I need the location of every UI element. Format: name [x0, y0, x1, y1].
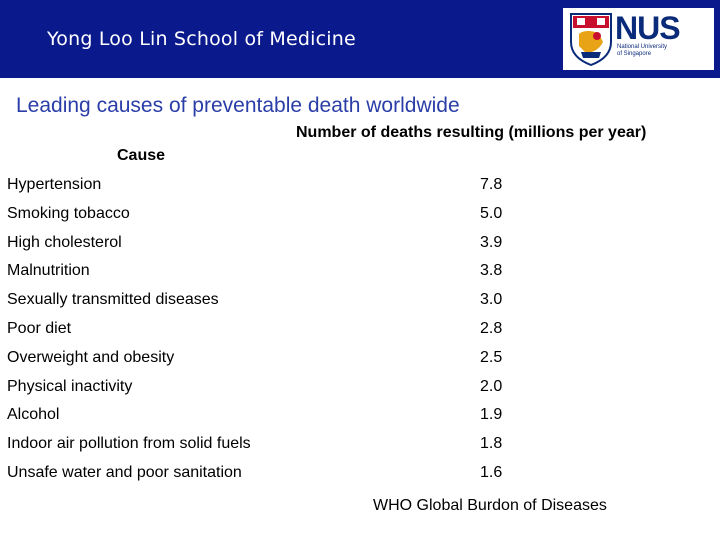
cause-cell: Smoking tobacco — [7, 204, 130, 222]
causes-table: Hypertension 7.8 Smoking tobacco 5.0 Hig… — [0, 172, 720, 489]
table-row: Hypertension 7.8 — [0, 172, 720, 201]
table-row: Sexually transmitted diseases 3.0 — [0, 287, 720, 316]
nus-logo: NUS National University of Singapore — [563, 8, 714, 70]
header-banner: Yong Loo Lin School of Medicine NUS Nati… — [0, 0, 720, 78]
value-cell: 2.5 — [480, 348, 503, 366]
table-row: Unsafe water and poor sanitation 1.6 — [0, 460, 720, 489]
nus-subtitle-line2: of Singapore — [617, 51, 652, 57]
nus-subtitle-line1: National University — [617, 44, 668, 50]
nus-crest-icon — [570, 13, 612, 66]
value-column-header: Number of deaths resulting (millions per… — [296, 124, 647, 141]
table-row: Physical inactivity 2.0 — [0, 374, 720, 403]
table-row: Indoor air pollution from solid fuels 1.… — [0, 431, 720, 460]
table-row: Poor diet 2.8 — [0, 316, 720, 345]
value-cell: 1.6 — [480, 463, 503, 481]
school-name: Yong Loo Lin School of Medicine — [47, 28, 356, 50]
value-cell: 3.0 — [480, 291, 503, 309]
value-cell: 3.9 — [480, 233, 503, 251]
table-row: Overweight and obesity 2.5 — [0, 345, 720, 374]
table-row: Malnutrition 3.8 — [0, 258, 720, 287]
value-cell: 1.8 — [480, 435, 503, 453]
table-row: High cholesterol 3.9 — [0, 230, 720, 259]
value-cell: 3.8 — [480, 262, 503, 280]
cause-cell: Physical inactivity — [7, 377, 133, 395]
value-cell: 1.9 — [480, 406, 503, 424]
value-cell: 2.8 — [480, 319, 503, 337]
cause-column-header: Cause — [117, 147, 166, 164]
cause-cell: Indoor air pollution from solid fuels — [7, 435, 251, 453]
value-cell: 7.8 — [480, 176, 503, 193]
value-cell: 5.0 — [480, 204, 503, 222]
source-citation: WHO Global Burdon of Diseases — [373, 497, 607, 514]
cause-cell: Alcohol — [7, 406, 60, 424]
table-row: Smoking tobacco 5.0 — [0, 201, 720, 230]
nus-wordmark: NUS — [615, 10, 681, 46]
table-row: Alcohol 1.9 — [0, 402, 720, 431]
cause-cell: Hypertension — [7, 176, 102, 193]
value-cell: 2.0 — [480, 377, 503, 395]
nus-subtitle: National University of Singapore — [617, 44, 697, 58]
cause-cell: High cholesterol — [7, 233, 122, 251]
cause-cell: Overweight and obesity — [7, 348, 175, 366]
cause-cell: Poor diet — [7, 319, 72, 337]
cause-cell: Malnutrition — [7, 262, 90, 280]
cause-cell: Unsafe water and poor sanitation — [7, 463, 242, 481]
slide-title: Leading causes of preventable death worl… — [16, 94, 460, 117]
cause-cell: Sexually transmitted diseases — [7, 291, 219, 309]
